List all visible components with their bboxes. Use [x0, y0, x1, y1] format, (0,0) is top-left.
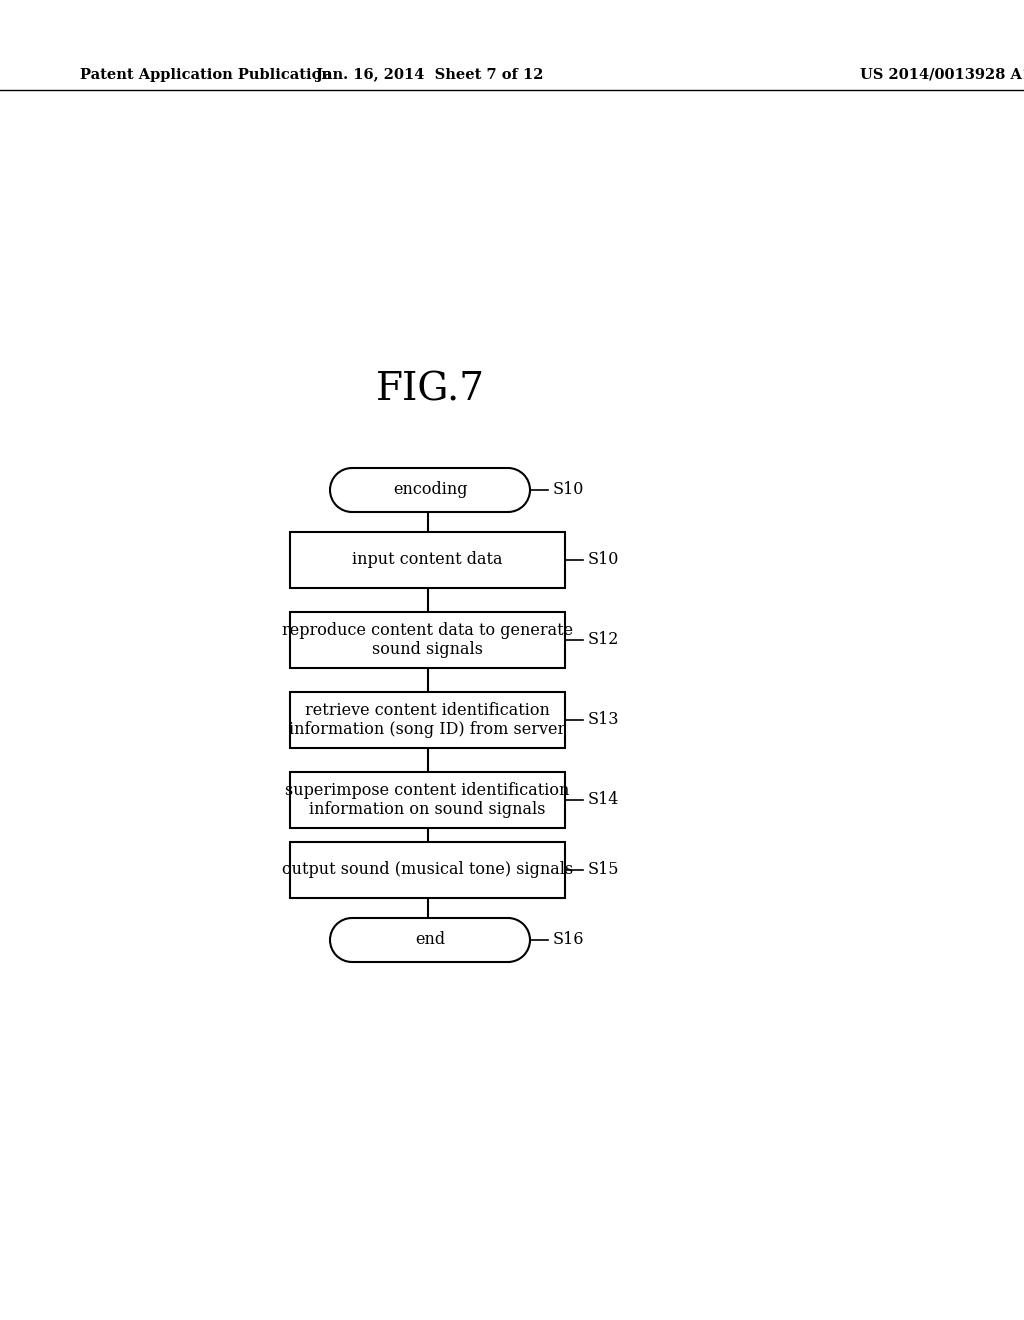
Text: reproduce content data to generate
sound signals: reproduce content data to generate sound…: [282, 622, 573, 659]
FancyBboxPatch shape: [352, 469, 508, 512]
Bar: [290, 692, 565, 748]
Text: S12: S12: [588, 631, 620, 648]
Text: S15: S15: [588, 862, 620, 879]
Text: FIG.7: FIG.7: [376, 371, 484, 408]
Text: input content data: input content data: [352, 552, 503, 569]
Text: encoding: encoding: [393, 482, 467, 499]
Text: S10: S10: [553, 482, 585, 499]
Text: retrieve content identification
information (song ID) from server: retrieve content identification informat…: [290, 702, 565, 738]
Bar: [290, 532, 565, 587]
FancyBboxPatch shape: [352, 917, 508, 962]
Bar: [290, 842, 565, 898]
Text: S14: S14: [588, 792, 620, 808]
Bar: [290, 612, 565, 668]
Text: US 2014/0013928 A1: US 2014/0013928 A1: [860, 69, 1024, 82]
Text: end: end: [415, 932, 445, 949]
Text: Jan. 16, 2014  Sheet 7 of 12: Jan. 16, 2014 Sheet 7 of 12: [316, 69, 544, 82]
Text: S10: S10: [588, 552, 620, 569]
Text: output sound (musical tone) signals: output sound (musical tone) signals: [282, 862, 573, 879]
Text: Patent Application Publication: Patent Application Publication: [80, 69, 332, 82]
Bar: [290, 772, 565, 828]
Text: superimpose content identification
information on sound signals: superimpose content identification infor…: [286, 781, 569, 818]
Text: S13: S13: [588, 711, 620, 729]
Text: S16: S16: [553, 932, 585, 949]
